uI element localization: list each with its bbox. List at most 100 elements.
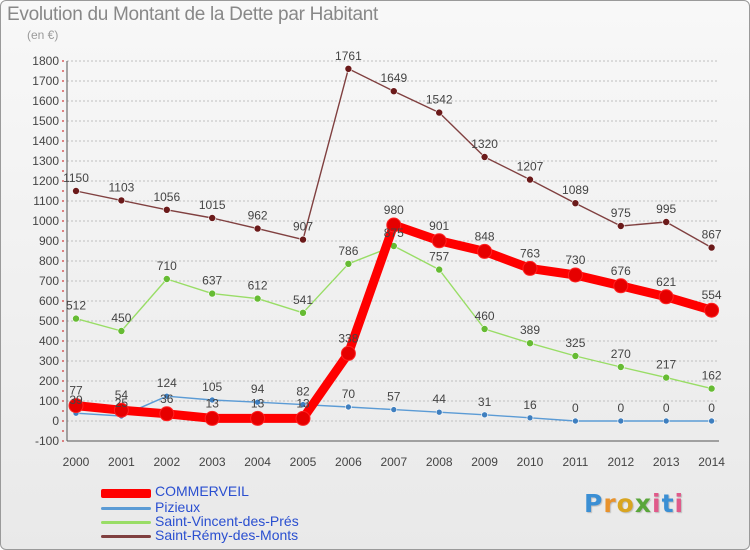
point-saint-remy (571, 199, 580, 207)
y-axis-dot (62, 380, 64, 382)
data-label-commerveil: 980 (384, 203, 404, 217)
point-saint-vincent (299, 308, 307, 317)
legend-swatch-saint-remy (101, 535, 151, 538)
point-saint-remy (389, 87, 398, 95)
data-label-saint-vincent: 541 (293, 293, 313, 307)
data-label-commerveil: 901 (429, 219, 449, 233)
y-axis-dot (62, 290, 64, 292)
data-label-saint-remy: 1761 (335, 49, 362, 63)
data-label-pizieux: 0 (572, 401, 579, 415)
y-tick-label: 300 (39, 354, 59, 368)
y-tick-label: 1300 (32, 154, 59, 168)
point-pizieux (617, 417, 625, 425)
point-commerveil (658, 289, 674, 305)
y-tick-label: 1400 (32, 134, 59, 148)
y-axis-dot (62, 60, 64, 62)
point-saint-remy (299, 235, 307, 244)
y-tick-label: 800 (39, 254, 59, 268)
y-tick-label: 200 (39, 374, 59, 388)
data-label-commerveil: 554 (702, 288, 722, 302)
y-tick-label: 700 (39, 274, 59, 288)
data-label-saint-remy: 907 (293, 220, 313, 234)
data-label-saint-vincent: 460 (475, 309, 495, 323)
legend-label-commerveil: COMMERVEIL (155, 483, 249, 499)
y-axis-dot (62, 420, 64, 422)
y-tick-label: 1700 (32, 74, 59, 88)
data-label-saint-vincent: 757 (429, 250, 449, 264)
point-saint-remy (208, 214, 216, 222)
data-label-saint-vincent: 325 (565, 336, 585, 350)
data-label-saint-remy: 1015 (199, 198, 226, 212)
point-saint-remy (344, 65, 353, 73)
y-axis-dot (62, 120, 64, 122)
y-axis-dot (62, 360, 64, 362)
x-tick-label: 2010 (517, 455, 544, 469)
point-saint-vincent (526, 339, 534, 348)
y-axis-dot (62, 160, 64, 162)
point-pizieux (526, 414, 534, 422)
y-axis-dot (62, 190, 64, 192)
chart-unit-label: (en €) (27, 28, 59, 42)
x-tick-label: 2006 (335, 455, 362, 469)
y-axis-dot (62, 300, 64, 302)
data-label-pizieux: 94 (251, 382, 265, 396)
data-label-commerveil: 621 (656, 275, 676, 289)
y-axis-dot (62, 130, 64, 132)
y-axis-dot (62, 210, 64, 212)
data-label-pizieux: 124 (157, 376, 177, 390)
legend-swatch-pizieux (101, 507, 151, 510)
point-pizieux (390, 406, 398, 413)
y-axis-dot (62, 320, 64, 322)
point-saint-vincent (72, 314, 80, 323)
y-tick-label: 100 (39, 394, 59, 408)
y-tick-label: 400 (39, 334, 59, 348)
y-tick-label: 1800 (32, 54, 59, 68)
y-tick-label: 0 (52, 414, 59, 428)
x-tick-label: 2008 (426, 455, 453, 469)
y-axis-dot (62, 280, 64, 282)
point-commerveil (113, 402, 129, 418)
y-tick-label: 1000 (32, 214, 59, 228)
data-label-pizieux: 16 (523, 398, 537, 412)
point-pizieux (299, 401, 307, 408)
legend-label-saint-remy: Saint-Rémy-des-Monts (155, 527, 299, 543)
point-saint-remy (662, 218, 671, 226)
legend-label-saint-vincent: Saint-Vincent-des-Prés (155, 513, 299, 529)
y-axis-dot (62, 90, 64, 92)
y-axis-dot (62, 440, 64, 442)
point-commerveil (567, 267, 583, 283)
data-label-saint-remy: 1649 (380, 71, 407, 85)
data-label-saint-remy: 995 (656, 202, 676, 216)
data-label-pizieux: 57 (387, 390, 401, 404)
point-commerveil (613, 278, 629, 294)
data-label-saint-vincent: 637 (202, 274, 222, 288)
point-pizieux (254, 398, 261, 406)
x-tick-label: 2007 (380, 455, 407, 469)
data-label-saint-vincent: 875 (384, 226, 404, 240)
y-axis-dot (62, 350, 64, 352)
point-pizieux (662, 417, 670, 425)
x-tick-label: 2012 (607, 455, 634, 469)
data-label-saint-remy: 1103 (108, 180, 134, 194)
point-saint-vincent (571, 352, 580, 360)
data-label-commerveil: 36 (160, 392, 174, 406)
data-label-pizieux: 39 (69, 393, 83, 407)
point-commerveil (522, 260, 538, 276)
data-label-saint-vincent: 450 (111, 311, 131, 325)
y-axis-dot (62, 370, 64, 372)
y-axis-dot (62, 150, 64, 152)
x-tick-label: 2003 (199, 455, 226, 469)
x-tick-label: 2013 (653, 455, 680, 469)
data-label-pizieux: 25 (115, 396, 129, 410)
data-label-commerveil: 13 (206, 396, 220, 410)
y-axis-dot (62, 260, 64, 262)
point-saint-remy (72, 187, 80, 195)
point-saint-remy (253, 224, 262, 233)
point-saint-vincent (435, 265, 444, 274)
y-axis-dot (62, 70, 64, 72)
point-pizieux (481, 411, 488, 419)
data-label-commerveil: 848 (475, 229, 495, 243)
data-label-saint-vincent: 162 (702, 369, 722, 383)
data-label-pizieux: 31 (478, 395, 492, 409)
